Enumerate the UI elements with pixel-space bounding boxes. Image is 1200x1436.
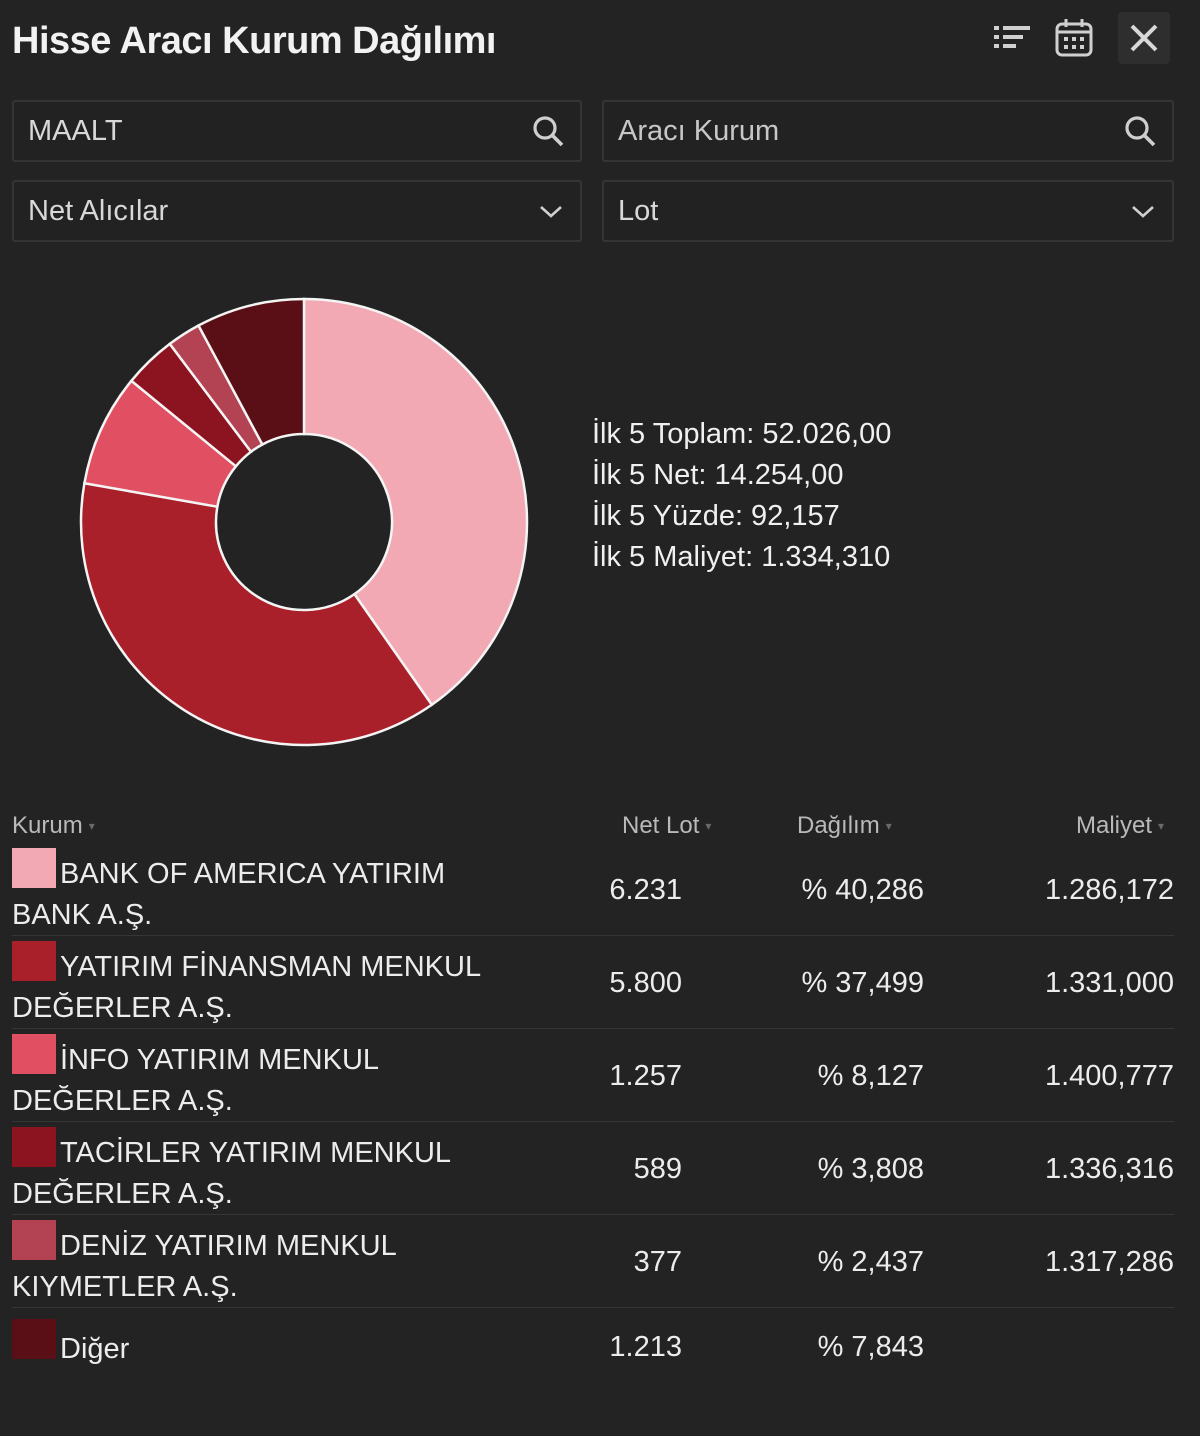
row-net-lot: 1.213: [609, 1331, 682, 1363]
search-icon: [533, 116, 564, 147]
calendar-button[interactable]: [1048, 12, 1100, 64]
donut-slice-0[interactable]: [302, 297, 529, 707]
unit-select[interactable]: Lot: [602, 180, 1174, 242]
sort-icon: [994, 26, 1030, 48]
sort-caret-icon: ▾: [88, 819, 95, 833]
summary-net: İlk 5 Net: 14.254,00: [592, 459, 844, 491]
row-dagilim: % 8,127: [817, 1060, 924, 1092]
legend-swatch: [12, 1034, 56, 1074]
column-header-net-lot-label: Net Lot: [622, 812, 700, 839]
row-net-lot: 377: [633, 1246, 682, 1278]
legend-swatch: [12, 1319, 56, 1359]
table-row[interactable]: Diğer 1.213 % 7,843: [12, 1309, 1174, 1385]
chevron-down-icon: [540, 206, 562, 218]
sort-caret-icon: ▾: [885, 819, 892, 833]
search-icon: [1125, 116, 1156, 147]
sort-caret-icon: ▾: [1158, 819, 1165, 833]
unit-select-value: Lot: [618, 194, 659, 227]
sort-button[interactable]: [986, 12, 1038, 64]
row-net-lot: 6.231: [609, 874, 682, 906]
row-broker-name: İNFO YATIRIM MENKUL DEĞERLER A.Ş.: [12, 1044, 378, 1117]
close-icon: [1130, 24, 1158, 52]
side-select[interactable]: Net Alıcılar: [12, 180, 582, 242]
column-header-maliyet[interactable]: Maliyet ▾: [1076, 812, 1164, 840]
close-button[interactable]: [1118, 12, 1170, 64]
summary-percent: İlk 5 Yüzde: 92,157: [592, 500, 840, 532]
legend-swatch: [12, 941, 56, 981]
column-header-dagilim[interactable]: Dağılım ▾: [797, 812, 892, 840]
row-maliyet: 1.336,316: [1044, 1153, 1174, 1185]
column-header-kurum[interactable]: Kurum ▾: [12, 812, 95, 840]
summary-total: İlk 5 Toplam: 52.026,00: [592, 418, 892, 450]
sort-caret-icon: ▾: [705, 819, 712, 833]
row-broker-name: TACİRLER YATIRIM MENKUL DEĞERLER A.Ş.: [12, 1137, 450, 1210]
column-header-maliyet-label: Maliyet: [1076, 812, 1153, 839]
row-broker-name: YATIRIM FİNANSMAN MENKUL DEĞERLER A.Ş.: [12, 951, 480, 1024]
table-row[interactable]: DENİZ YATIRIM MENKUL KIYMETLER A.Ş. 377 …: [12, 1216, 1174, 1308]
row-dagilim: % 2,437: [817, 1246, 924, 1278]
broker-search-field[interactable]: Aracı Kurum: [602, 100, 1174, 162]
legend-swatch: [12, 1220, 56, 1260]
side-select-value: Net Alıcılar: [28, 194, 169, 227]
row-broker-name: BANK OF AMERICA YATIRIM BANK A.Ş.: [12, 858, 446, 931]
page-title: Hisse Aracı Kurum Dağılımı: [12, 20, 496, 62]
row-dagilim: % 7,843: [817, 1331, 924, 1363]
table-row[interactable]: BANK OF AMERICA YATIRIM BANK A.Ş. 6.231 …: [12, 844, 1174, 936]
table-row[interactable]: TACİRLER YATIRIM MENKUL DEĞERLER A.Ş. 58…: [12, 1123, 1174, 1215]
donut-slice-1[interactable]: [79, 481, 434, 747]
row-net-lot: 589: [633, 1153, 682, 1185]
legend-swatch: [12, 1127, 56, 1167]
table-row[interactable]: YATIRIM FİNANSMAN MENKUL DEĞERLER A.Ş. 5…: [12, 937, 1174, 1029]
row-maliyet: 1.286,172: [1044, 874, 1174, 906]
row-dagilim: % 40,286: [801, 874, 924, 906]
column-header-net-lot[interactable]: Net Lot ▾: [622, 812, 711, 840]
summary-panel: İlk 5 Toplam: 52.026,00 İlk 5 Net: 14.25…: [592, 414, 891, 578]
row-net-lot: 1.257: [609, 1060, 682, 1092]
legend-swatch: [12, 848, 56, 888]
broker-search-placeholder: Aracı Kurum: [618, 114, 780, 147]
symbol-search-value: MAALT: [28, 114, 123, 147]
row-maliyet: 1.317,286: [1044, 1246, 1174, 1278]
row-dagilim: % 3,808: [817, 1153, 924, 1185]
row-dagilim: % 37,499: [801, 967, 924, 999]
row-broker-name: DENİZ YATIRIM MENKUL KIYMETLER A.Ş.: [12, 1230, 396, 1303]
summary-cost: İlk 5 Maliyet: 1.334,310: [592, 541, 891, 573]
row-broker-name: Diğer: [60, 1333, 130, 1365]
row-net-lot: 5.800: [609, 967, 682, 999]
row-maliyet: 1.400,777: [1044, 1060, 1174, 1092]
donut-slice-5[interactable]: [196, 297, 306, 447]
column-header-dagilim-label: Dağılım: [797, 812, 880, 839]
column-header-kurum-label: Kurum: [12, 812, 83, 839]
chevron-down-icon: [1132, 206, 1154, 218]
symbol-search-field[interactable]: MAALT: [12, 100, 582, 162]
donut-chart: [79, 297, 529, 747]
row-maliyet: [952, 1309, 1174, 1385]
calendar-icon: [1055, 19, 1093, 57]
table-row[interactable]: İNFO YATIRIM MENKUL DEĞERLER A.Ş. 1.257 …: [12, 1030, 1174, 1122]
row-maliyet: 1.331,000: [1044, 967, 1174, 999]
